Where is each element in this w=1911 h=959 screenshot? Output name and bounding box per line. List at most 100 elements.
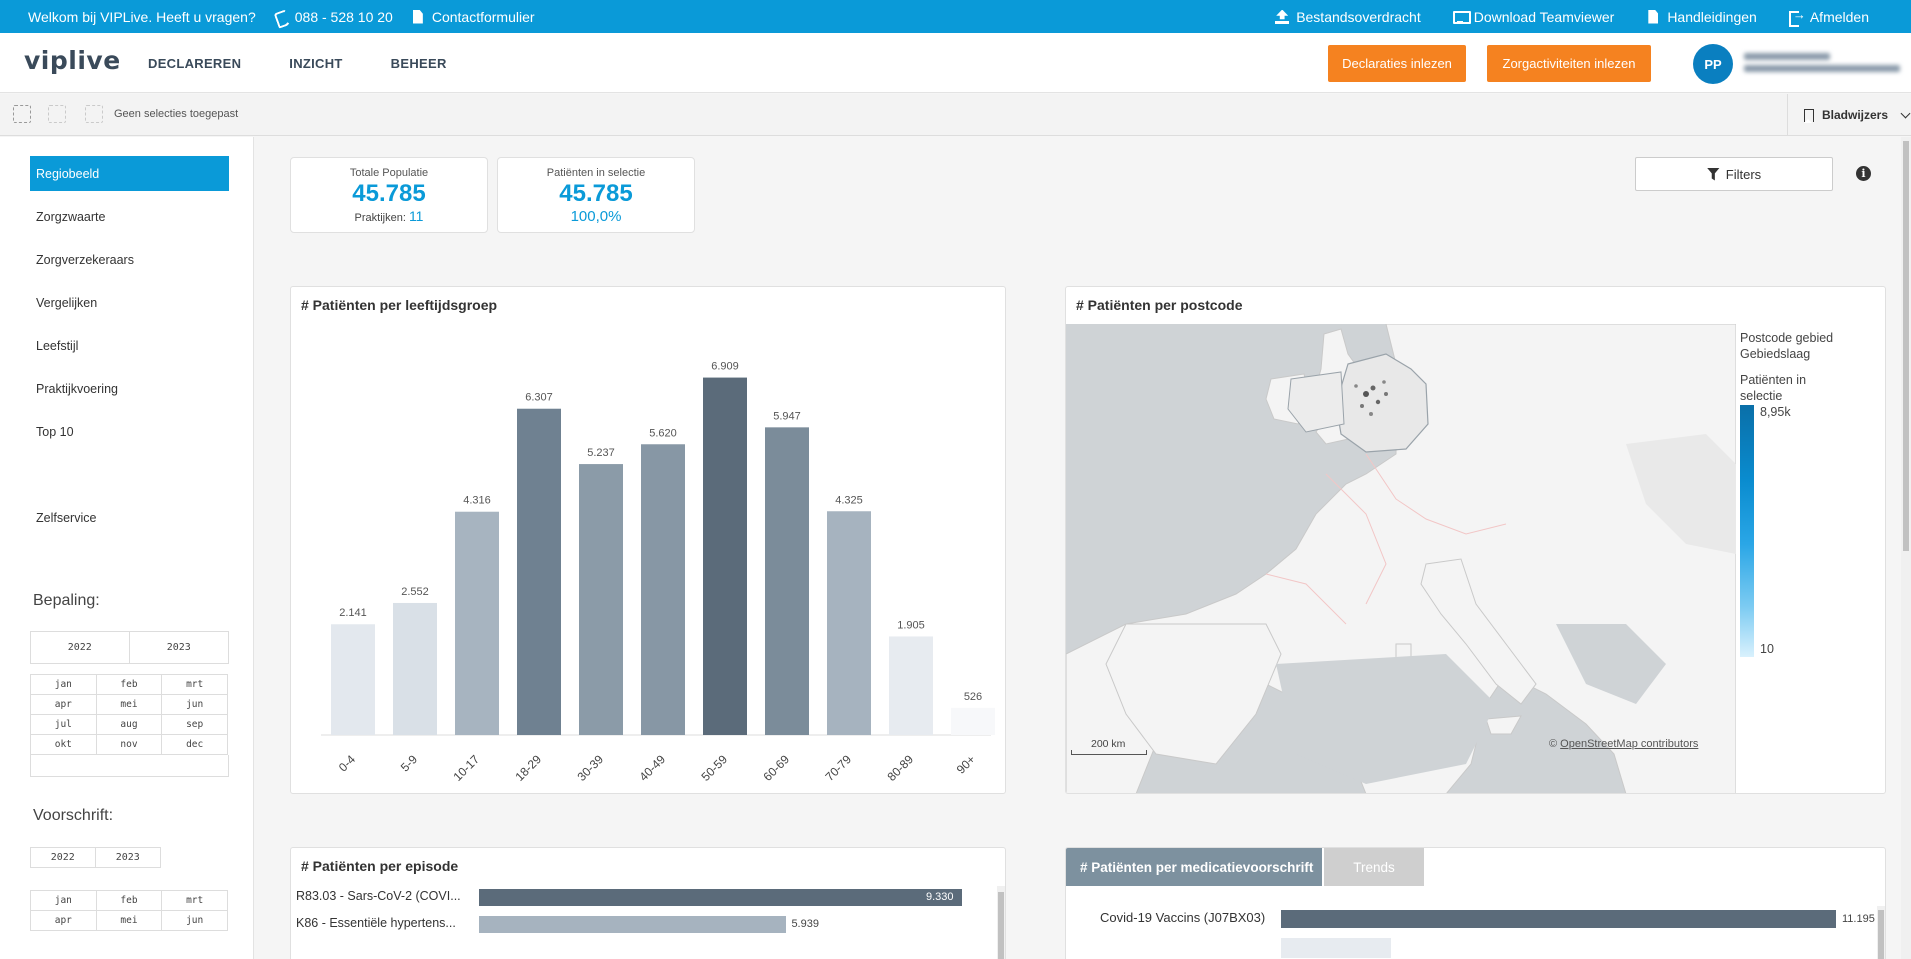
age-bar-90+[interactable] <box>951 707 995 735</box>
medication-bar[interactable] <box>1281 910 1836 928</box>
episode-bar[interactable] <box>479 916 787 933</box>
medication-bar[interactable] <box>1281 938 1391 958</box>
age-bar-70-79[interactable] <box>827 511 871 735</box>
episode-value: 5.939 <box>791 918 819 930</box>
bookmarks-button[interactable]: Bladwijzers <box>1787 94 1911 136</box>
month-option[interactable]: sep <box>162 715 228 735</box>
page-scrollbar-thumb[interactable] <box>1903 141 1909 551</box>
episode-row[interactable]: R83.03 - Sars-CoV-2 (COVI... 9.330 <box>291 887 1005 907</box>
month-option[interactable]: jan <box>31 675 97 695</box>
welcome-text: Welkom bij VIPLive. Heeft u vragen? <box>28 8 256 25</box>
age-chart-title: # Patiënten per leeftijdsgroep <box>301 297 498 313</box>
map-attribution[interactable]: © OpenStreetMap contributors <box>1549 738 1698 750</box>
read-declarations-button[interactable]: Declaraties inlezen <box>1328 45 1466 82</box>
osm-attribution-link[interactable]: OpenStreetMap contributors <box>1560 738 1699 750</box>
episode-scrollbar-thumb[interactable] <box>998 892 1004 959</box>
year-option[interactable]: 2022 <box>31 848 96 867</box>
age-bar-10-17[interactable] <box>455 511 499 735</box>
manuals-link[interactable]: Handleidingen <box>1646 9 1757 25</box>
month-option[interactable]: nov <box>96 735 163 755</box>
month-option[interactable]: jun <box>162 695 228 715</box>
age-category-tick-label: 0-4 <box>336 752 358 774</box>
age-bar-50-59[interactable] <box>703 377 747 735</box>
clear-selections-icon[interactable] <box>85 105 103 123</box>
month-option[interactable]: mrt <box>162 891 228 911</box>
age-bar-value-label: 4.316 <box>463 495 491 507</box>
month-option[interactable]: aug <box>96 715 163 735</box>
sidebar-item-zelfservice[interactable]: Zelfservice <box>36 510 97 525</box>
age-bar-18-29[interactable] <box>517 408 561 735</box>
nav-beheer[interactable]: BEHEER <box>390 55 447 71</box>
copyright-sign: © <box>1549 738 1558 750</box>
age-bar-60-69[interactable] <box>765 427 809 735</box>
sidebar-item-top10[interactable]: Top 10 <box>36 424 74 439</box>
episode-row[interactable]: K86 - Essentiële hypertens... 5.939 <box>291 914 1005 934</box>
age-bar-5-9[interactable] <box>393 602 437 735</box>
sidebar-item-regiobeeld[interactable]: Regiobeeld <box>30 156 229 191</box>
phone-link[interactable]: 088 - 528 10 20 <box>274 9 393 25</box>
praktijken-line: Praktijken: 11 <box>291 208 487 224</box>
month-option[interactable]: dec <box>162 735 228 755</box>
sidebar-item-zorgverzekeraars[interactable]: Zorgverzekeraars <box>36 252 134 267</box>
year-option[interactable]: 2023 <box>115 852 140 863</box>
month-option[interactable]: apr <box>31 695 97 715</box>
age-bar-value-label: 4.325 <box>835 494 863 506</box>
viplive-logo[interactable]: viplive <box>24 46 121 75</box>
episode-bar[interactable] <box>479 889 962 906</box>
month-option[interactable]: jan <box>31 891 97 911</box>
age-bar-80-89[interactable] <box>889 636 933 735</box>
month-option[interactable]: okt <box>31 735 97 755</box>
nav-declareren[interactable]: DECLAREREN <box>148 55 242 71</box>
age-bar-40-49[interactable] <box>641 444 685 735</box>
episode-scrollbar[interactable] <box>997 886 1005 959</box>
praktijken-label: Praktijken: <box>354 212 406 224</box>
legend-min-label: 10 <box>1760 642 1774 656</box>
map-legend-gradient <box>1740 405 1754 657</box>
logout-link[interactable]: Afmelden <box>1788 7 1869 27</box>
info-icon[interactable]: i <box>1856 166 1871 181</box>
age-category-tick-label: 60-69 <box>760 752 792 784</box>
month-option[interactable]: mrt <box>162 675 228 695</box>
age-bar-value-label: 5.620 <box>649 427 677 439</box>
month-option[interactable]: apr <box>31 911 97 931</box>
sidebar-item-praktijkvoering[interactable]: Praktijkvoering <box>36 381 118 396</box>
selection-back-icon[interactable] <box>13 105 31 123</box>
year-option[interactable]: 2023 <box>166 642 191 653</box>
nav-inzicht[interactable]: INZICHT <box>289 55 343 71</box>
legend-line-3: Patiënten in <box>1740 373 1807 387</box>
episode-value: 9.330 <box>926 891 954 903</box>
selection-forward-icon[interactable] <box>48 105 66 123</box>
month-option[interactable]: jun <box>162 911 228 931</box>
page-scrollbar[interactable] <box>1901 137 1911 959</box>
europe-map[interactable] <box>1066 324 1736 794</box>
main-header: viplive DECLAREREN INZICHT BEHEER Declar… <box>0 33 1911 93</box>
avatar[interactable]: PP <box>1693 44 1733 84</box>
month-option[interactable]: mei <box>96 695 163 715</box>
age-category-tick-label: 80-89 <box>884 752 916 784</box>
month-option[interactable]: feb <box>96 675 163 695</box>
month-option[interactable]: feb <box>96 891 163 911</box>
tab-trends[interactable]: Trends <box>1324 848 1424 886</box>
contact-form-link[interactable]: Contactformulier <box>411 9 535 25</box>
sidebar-item-leefstijl[interactable]: Leefstijl <box>36 338 79 353</box>
age-category-tick-label: 40-49 <box>636 752 668 784</box>
age-category-tick-label: 50-59 <box>698 752 730 784</box>
read-care-activities-button[interactable]: Zorgactiviteiten inlezen <box>1487 45 1651 82</box>
file-transfer-link[interactable]: Bestandsoverdracht <box>1275 9 1421 25</box>
year-option[interactable]: 2022 <box>31 632 130 663</box>
age-category-tick-label: 18-29 <box>512 752 544 784</box>
bepaling-year-filter: 2022 2023 <box>30 631 229 664</box>
sidebar-item-vergelijken[interactable]: Vergelijken <box>36 295 98 310</box>
month-option[interactable]: jul <box>31 715 97 735</box>
filters-button[interactable]: Filters <box>1635 157 1833 191</box>
medication-scrollbar-thumb[interactable] <box>1878 910 1884 959</box>
month-option[interactable]: mei <box>96 911 163 931</box>
funnel-icon <box>1706 167 1720 181</box>
age-bar-0-4[interactable] <box>331 624 375 735</box>
age-bar-30-39[interactable] <box>579 464 623 735</box>
sidebar-item-zorgzwaarte[interactable]: Zorgzwaarte <box>36 209 106 224</box>
medication-scrollbar[interactable] <box>1877 906 1885 959</box>
tab-medication[interactable]: # Patiënten per medicatievoorschrift <box>1066 848 1322 886</box>
medication-label: Covid-19 Vaccins (J07BX03) <box>1100 910 1266 925</box>
teamviewer-link[interactable]: Download Teamviewer <box>1452 9 1614 25</box>
